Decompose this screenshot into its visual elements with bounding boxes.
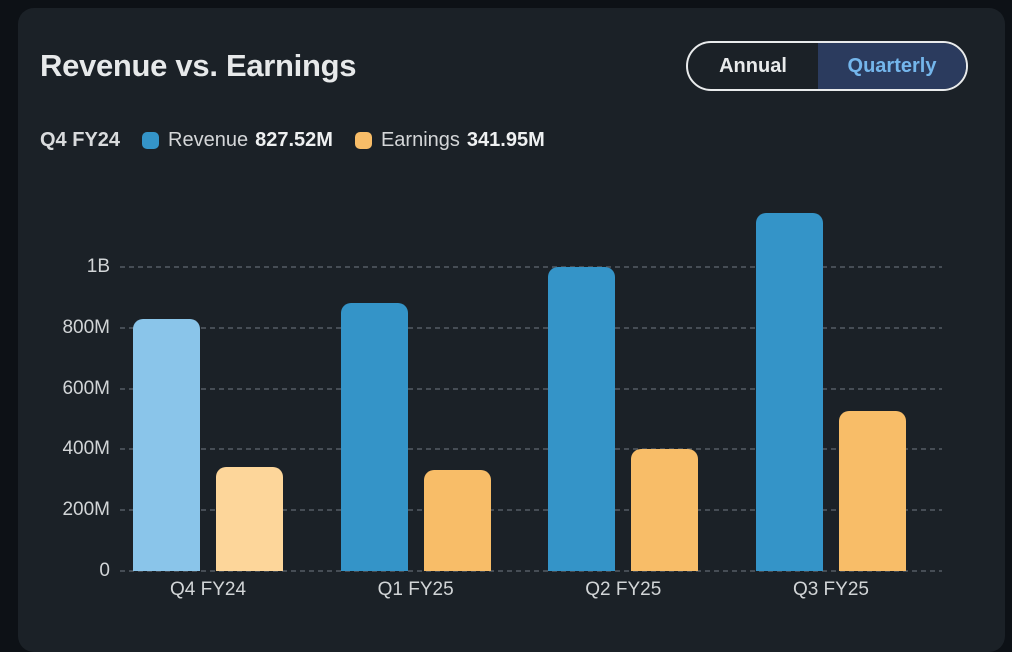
earnings-swatch-icon	[354, 131, 372, 149]
bar-groups	[120, 206, 942, 571]
legend-earnings-value: 341.95M	[466, 128, 545, 151]
revenue-bar[interactable]	[133, 319, 200, 571]
bar-chart: 0 200M 400M 600M 800M 1B	[18, 206, 1005, 581]
y-tick-label: 800M	[62, 316, 110, 338]
y-tick-label: 400M	[62, 438, 110, 460]
y-tick-label: 600M	[62, 377, 110, 399]
revenue-bar[interactable]	[340, 303, 408, 571]
annual-toggle-button[interactable]: Annual	[688, 43, 818, 89]
x-tick-label: Q1 FY25	[377, 579, 454, 600]
earnings-bar[interactable]	[216, 467, 283, 571]
gridline-400M	[120, 448, 942, 451]
legend-revenue-label: Revenue	[168, 128, 249, 151]
y-tick-label: 200M	[62, 499, 110, 521]
bar-group-q4-fy24	[133, 319, 283, 571]
gridline-800M	[120, 326, 942, 329]
revenue-bar[interactable]	[548, 266, 616, 571]
x-tick-label: Q2 FY25	[585, 579, 662, 600]
legend-item-earnings: Earnings 341.95M	[354, 128, 545, 152]
x-tick-label: Q3 FY25	[792, 579, 869, 600]
legend-period-label: Q4 FY24	[40, 128, 121, 151]
x-tick-label: Q4 FY24	[169, 579, 247, 600]
page-title: Revenue vs. Earnings	[40, 48, 357, 83]
x-axis: Q4 FY24 Q1 FY25 Q2 FY25 Q3 FY25	[120, 579, 942, 601]
gridline-200M	[120, 509, 942, 512]
gridline-1B	[120, 265, 942, 268]
earnings-bar[interactable]	[631, 449, 699, 571]
bar-group-q3-fy25	[755, 212, 906, 571]
revenue-swatch-icon	[142, 131, 160, 149]
y-tick-label: 1B	[86, 255, 110, 277]
gridline-0	[120, 570, 942, 572]
quarterly-toggle-button[interactable]: Quarterly	[818, 43, 966, 89]
legend-revenue-value: 827.52M	[255, 128, 333, 151]
revenue-bar[interactable]	[755, 212, 823, 571]
plot-area	[120, 206, 942, 572]
bar-group-q2-fy25	[548, 266, 699, 571]
chart-legend: Q4 FY24 Revenue 827.52M Earnings 341.95M	[40, 127, 1005, 153]
gridline-600M	[120, 387, 942, 390]
period-toggle: Annual Quarterly	[686, 41, 968, 91]
revenue-earnings-card: Revenue vs. Earnings Annual Quarterly Q4…	[18, 8, 1005, 652]
bar-group-q1-fy25	[340, 303, 491, 571]
earnings-bar[interactable]	[838, 411, 906, 571]
y-tick-label: 0	[99, 560, 110, 581]
earnings-bar[interactable]	[423, 470, 491, 571]
legend-item-revenue: Revenue 827.52M	[142, 129, 333, 152]
card-header: Revenue vs. Earnings Annual Quarterly	[40, 41, 968, 91]
legend-earnings-label: Earnings	[380, 128, 460, 151]
